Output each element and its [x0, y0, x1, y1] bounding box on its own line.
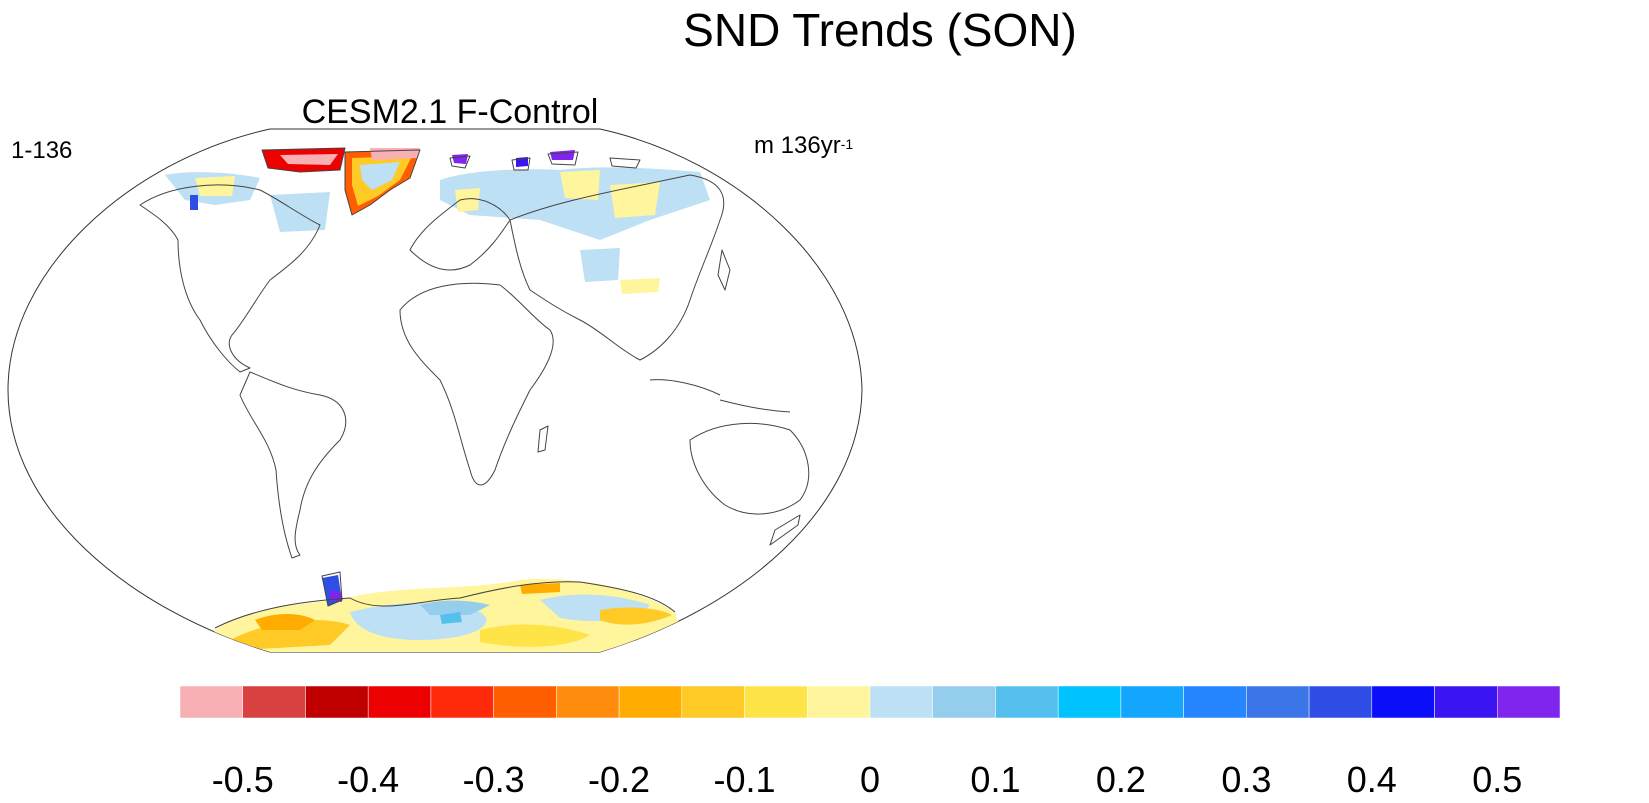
- colorbar-swatch: [807, 685, 871, 719]
- colorbar-tick-label: -0.5: [211, 759, 274, 800]
- colorbar-swatch: [932, 685, 996, 719]
- colorbar-swatch: [305, 685, 369, 719]
- colorbar-tick-label: 0.5: [1472, 759, 1523, 800]
- world-map: [7, 128, 863, 653]
- colorbar-swatch: [430, 685, 494, 719]
- colorbar-swatch: [1308, 685, 1373, 719]
- colorbar-tick-label: 0.1: [970, 759, 1021, 800]
- colorbar-swatch: [556, 685, 620, 719]
- colorbar-swatch: [1434, 685, 1498, 719]
- colorbar-tick-label: -0.1: [713, 759, 776, 800]
- colorbar-tick-label: 0: [859, 759, 881, 800]
- colorbar-swatch: [179, 685, 243, 719]
- colorbar-swatch: [1371, 685, 1435, 719]
- coastlines: [139, 147, 810, 629]
- colorbar-swatch: [493, 685, 557, 719]
- colorbar-tick-label: -0.2: [588, 759, 651, 800]
- units-label: m 136yr-1: [754, 131, 853, 161]
- colorbar-swatch: [1120, 685, 1184, 719]
- colorbar-swatch: [869, 685, 933, 719]
- colorbar-tick-label: 0.3: [1221, 759, 1272, 800]
- colorbar-swatch: [1246, 685, 1310, 719]
- panel-title: CESM2.1 F-Control: [301, 93, 599, 131]
- colorbar-tick-label: -0.3: [462, 759, 525, 800]
- greenland-shading: [262, 148, 575, 215]
- colorbar-swatch: [1183, 685, 1247, 719]
- colorbar-swatch: [618, 685, 683, 719]
- figure-title: SND Trends (SON): [683, 4, 1077, 56]
- colorbar-tick-label: 0.4: [1346, 759, 1397, 800]
- time-range-label: 1-136: [11, 137, 73, 164]
- units-text: m 136yr: [754, 132, 841, 159]
- colorbar-swatch: [1057, 685, 1122, 719]
- colorbar-swatch: [995, 685, 1059, 719]
- antarctica-shading: [200, 575, 690, 652]
- northern-shading: [165, 167, 710, 294]
- colorbar-swatch: [1497, 685, 1561, 719]
- colorbar-tick-label: 0.2: [1095, 759, 1146, 800]
- colorbar-swatch: [242, 685, 306, 719]
- units-exponent: -1: [840, 136, 854, 152]
- colorbar-swatch: [367, 685, 432, 719]
- colorbar-swatch: [681, 685, 745, 719]
- colorbar-tick-label: -0.4: [337, 759, 400, 800]
- colorbar-swatch: [744, 685, 808, 719]
